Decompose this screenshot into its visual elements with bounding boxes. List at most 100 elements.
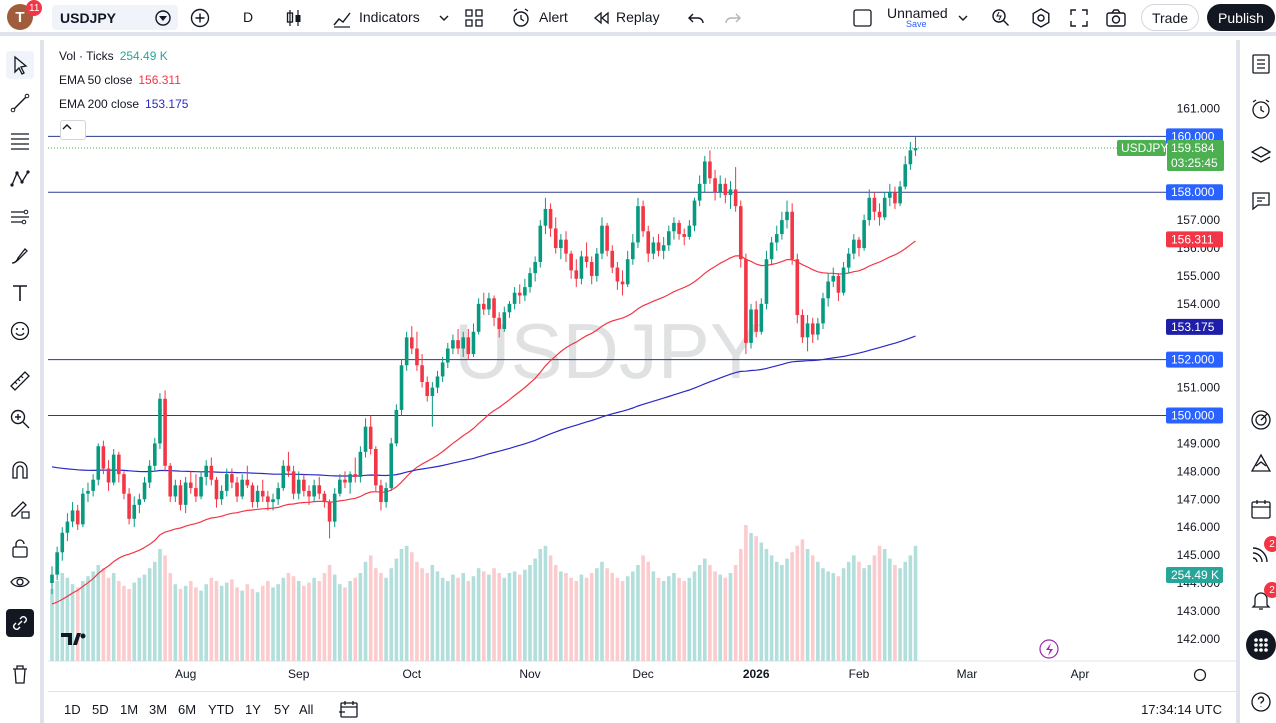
fullscreen-icon[interactable]	[1068, 7, 1090, 29]
apps-button[interactable]	[1246, 630, 1276, 660]
legend-ema200[interactable]: EMA 200 close 153.175	[59, 97, 188, 111]
camera-icon[interactable]	[1105, 7, 1127, 29]
range-button-ytd[interactable]: YTD	[208, 702, 234, 717]
cursor-tool[interactable]	[6, 51, 34, 79]
watchlist-button[interactable]	[1246, 49, 1276, 79]
alarm-clock-icon[interactable]	[510, 7, 532, 29]
brush-tool[interactable]	[6, 241, 34, 269]
replay-button[interactable]: Replay	[616, 9, 660, 25]
candle-body	[821, 298, 825, 324]
pattern-tool[interactable]	[6, 165, 34, 193]
candle	[70, 502, 75, 528]
emoji-tool[interactable]	[6, 317, 34, 345]
candle-body	[317, 485, 322, 494]
measure-tool[interactable]	[6, 367, 34, 395]
candle-body	[677, 222, 681, 235]
indicators-icon[interactable]	[331, 7, 353, 29]
legend-volume-value: 254.49 K	[119, 49, 168, 63]
range-button-1d[interactable]: 1D	[64, 702, 81, 717]
layouts-icon[interactable]	[463, 7, 485, 29]
publish-button[interactable]: Publish	[1207, 4, 1275, 31]
forecast-tool[interactable]	[6, 203, 34, 231]
range-button-6m[interactable]: 6M	[178, 702, 197, 717]
time-axis[interactable]: Aug Sep Oct Nov Dec 2026 Feb Mar Apr	[61, 633, 1207, 682]
price-tick-label: 145.000	[1177, 548, 1221, 562]
candles-icon[interactable]	[283, 7, 305, 29]
candle-body	[805, 323, 810, 338]
candle	[738, 200, 743, 268]
range-button-3m[interactable]: 3M	[149, 702, 168, 717]
candle-body	[91, 479, 95, 491]
volume-bar	[425, 573, 430, 661]
pine-button[interactable]	[1246, 449, 1276, 479]
alerts-panel-button[interactable]	[1246, 94, 1276, 124]
layout-name[interactable]: Unnamed	[887, 5, 948, 21]
legend-ema50[interactable]: EMA 50 close 156.311	[59, 73, 181, 87]
alert-button[interactable]: Alert	[539, 9, 568, 25]
volume-bar	[733, 565, 738, 661]
legend-collapse-button[interactable]	[60, 120, 86, 140]
ideas-button[interactable]	[1246, 405, 1276, 435]
candle-body	[230, 474, 234, 483]
volume-bar	[507, 573, 512, 661]
range-button-1m[interactable]: 1M	[120, 702, 139, 717]
tradingview-logo[interactable]	[61, 633, 86, 645]
axis-settings-icon[interactable]	[1193, 668, 1207, 682]
range-button-5y[interactable]: 5Y	[274, 702, 290, 717]
lightning-icon[interactable]	[1039, 639, 1059, 659]
object-tree-button[interactable]	[1246, 140, 1276, 170]
interval-button[interactable]: D	[243, 9, 254, 25]
link-tool[interactable]	[6, 609, 34, 637]
rewind-icon[interactable]	[590, 7, 612, 29]
chevron-down-icon[interactable]	[952, 7, 974, 29]
candle-body	[733, 189, 738, 207]
stay-drawing-tool[interactable]	[6, 495, 34, 523]
candle-body	[415, 348, 419, 366]
utc-clock[interactable]: 17:34:14 UTC	[1141, 702, 1222, 717]
settings-icon[interactable]	[1030, 7, 1052, 29]
zoom-tool[interactable]	[6, 405, 34, 433]
legend-volume[interactable]: Vol · Ticks 254.49 K	[59, 49, 168, 63]
date-range-icon[interactable]	[338, 698, 360, 720]
candle	[600, 217, 604, 260]
price-tick-label: 146.000	[1177, 520, 1221, 534]
add-symbol-icon[interactable]	[189, 7, 211, 29]
volume-bar	[625, 576, 630, 661]
range-button-all[interactable]: All	[299, 702, 314, 717]
chats-button[interactable]	[1246, 186, 1276, 216]
price-chart[interactable]: USDJPY 161.000157.000156.000155.000154.0…	[48, 40, 1236, 687]
chart-pane[interactable]: USDJPY 161.000 157.000 156.000 155.000 154.0…	[48, 40, 1236, 687]
symbol-search[interactable]: USDJPY	[52, 5, 178, 30]
lock-drawings-tool[interactable]	[6, 534, 34, 562]
fib-tool[interactable]	[6, 127, 34, 155]
quick-search-icon[interactable]	[990, 7, 1012, 29]
candle	[492, 295, 496, 327]
range-button-1y[interactable]: 1Y	[245, 702, 261, 717]
layout-save-label[interactable]: Save	[906, 19, 927, 29]
trend-line-tool[interactable]	[6, 89, 34, 117]
help-button[interactable]	[1246, 687, 1276, 717]
volume-bar	[476, 568, 481, 661]
volume-bar	[816, 561, 820, 661]
magnet-tool[interactable]	[6, 456, 34, 484]
layout-checkbox-icon[interactable]	[852, 7, 874, 29]
range-button-5d[interactable]: 5D	[92, 702, 109, 717]
candle	[589, 256, 594, 285]
notifications-button[interactable]	[1246, 585, 1276, 615]
undo-icon[interactable]	[685, 7, 707, 29]
chevron-down-icon[interactable]	[433, 7, 455, 29]
volume-bar	[852, 555, 856, 661]
hide-drawings-tool[interactable]	[6, 568, 34, 596]
indicators-button[interactable]: Indicators	[359, 9, 420, 25]
volume-bar	[461, 573, 465, 661]
volume-bar	[517, 574, 522, 661]
text-tool[interactable]	[6, 279, 34, 307]
candle	[96, 443, 101, 486]
redo-icon[interactable]	[722, 7, 744, 29]
compare-icon[interactable]	[154, 9, 172, 27]
news-feed-button[interactable]	[1246, 539, 1276, 569]
calendar-button[interactable]	[1246, 494, 1276, 524]
remove-tool[interactable]	[6, 660, 34, 688]
trade-button[interactable]: Trade	[1141, 4, 1199, 31]
candle-body	[266, 496, 270, 503]
